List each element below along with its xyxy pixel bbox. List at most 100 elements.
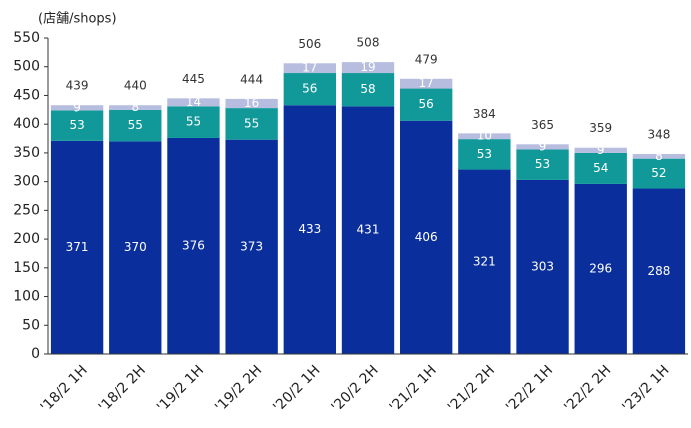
value-label: 406 — [415, 230, 438, 244]
value-label: 370 — [124, 240, 147, 254]
x-tick-label: '19/2 2H — [212, 362, 265, 415]
bar-segment — [109, 105, 162, 110]
x-tick-label: '22/2 2H — [561, 362, 614, 415]
x-tick-label: '22/2 1H — [503, 362, 556, 415]
x-tick-label: '19/2 1H — [154, 362, 207, 415]
total-label: 365 — [531, 118, 554, 132]
bar-segment — [458, 169, 511, 354]
value-label: 17 — [302, 61, 317, 75]
y-tick-label: 0 — [31, 346, 40, 362]
value-label: 16 — [244, 96, 259, 110]
value-label: 10 — [477, 129, 492, 143]
value-label: 53 — [477, 147, 492, 161]
y-tick-label: 250 — [13, 202, 40, 218]
value-label: 296 — [589, 261, 612, 275]
value-label: 9 — [597, 143, 605, 157]
value-label: 17 — [419, 76, 434, 90]
x-tick-label: '21/2 1H — [387, 362, 440, 415]
bar-segment — [632, 158, 686, 189]
bar-segment — [516, 144, 569, 150]
y-tick-label: 100 — [13, 289, 40, 305]
value-label: 14 — [186, 95, 201, 109]
bar-segment — [167, 106, 220, 138]
value-label: 55 — [244, 116, 259, 130]
y-tick-label: 500 — [13, 59, 40, 75]
value-label: 56 — [419, 97, 434, 111]
bar-segment — [574, 183, 627, 354]
bar-segment — [167, 98, 220, 107]
x-tick-label: '18/2 1H — [38, 362, 91, 415]
x-tick-label: '23/2 1H — [619, 362, 672, 415]
value-label: 376 — [182, 238, 205, 252]
total-label: 359 — [589, 121, 612, 135]
value-label: 53 — [535, 157, 550, 171]
total-label: 384 — [473, 107, 496, 121]
y-tick-label: 400 — [13, 116, 40, 132]
bar-segment — [632, 188, 686, 354]
x-tick-label: '21/2 2H — [445, 362, 498, 415]
bar-segment — [632, 154, 686, 159]
total-label: 508 — [357, 36, 380, 50]
total-label: 445 — [182, 72, 205, 86]
value-label: 288 — [647, 264, 670, 278]
bar-segment — [283, 63, 336, 74]
value-label: 55 — [128, 118, 143, 132]
y-tick-label: 200 — [13, 231, 40, 247]
x-tick-label: '18/2 2H — [96, 362, 149, 415]
value-label: 433 — [298, 222, 321, 236]
bar-segment — [516, 179, 569, 354]
bar-segment — [574, 152, 627, 184]
bar-segment — [400, 88, 453, 121]
total-label: 444 — [240, 72, 263, 86]
y-tick-label: 300 — [13, 174, 40, 190]
bar-segment — [225, 108, 278, 140]
y-tick-label: 150 — [13, 260, 40, 276]
bar-segment — [341, 62, 395, 74]
bar-segment — [516, 149, 569, 180]
bar-segment — [167, 137, 220, 354]
value-label: 9 — [73, 100, 81, 114]
bar-segment — [225, 98, 278, 109]
bar-segment — [109, 141, 162, 354]
x-tick-label: '20/2 1H — [270, 362, 323, 415]
bar-segment — [109, 109, 162, 142]
bar-segment — [341, 73, 395, 107]
bar-segment — [283, 105, 336, 354]
y-tick-label: 550 — [13, 30, 40, 46]
y-tick-label: 50 — [22, 317, 40, 333]
value-label: 373 — [240, 239, 263, 253]
value-label: 19 — [360, 60, 375, 74]
value-label: 431 — [357, 223, 380, 237]
value-label: 9 — [539, 139, 547, 153]
total-label: 348 — [647, 128, 670, 142]
x-tick-label: '20/2 2H — [329, 362, 382, 415]
bar-segment — [50, 140, 104, 354]
total-label: 440 — [124, 79, 147, 93]
value-label: 55 — [186, 115, 201, 129]
bar-segment — [50, 110, 104, 141]
value-label: 371 — [66, 240, 89, 254]
bar-segment — [283, 73, 336, 106]
y-tick-label: 350 — [13, 145, 40, 161]
value-label: 321 — [473, 254, 496, 268]
bar-segment — [225, 139, 278, 354]
value-label: 54 — [593, 161, 608, 175]
y-axis-label: (店舗/shops) — [38, 12, 117, 27]
value-label: 8 — [131, 100, 139, 114]
value-label: 52 — [651, 166, 666, 180]
total-label: 506 — [298, 37, 321, 51]
value-label: 53 — [69, 118, 84, 132]
total-label: 439 — [66, 79, 89, 93]
y-tick-label: 450 — [13, 87, 40, 103]
bar-segment — [574, 147, 627, 153]
bar-segment — [400, 120, 453, 354]
bar-segment — [458, 133, 511, 140]
value-label: 56 — [302, 82, 317, 96]
bar-segment — [341, 106, 395, 354]
value-label: 8 — [655, 149, 663, 163]
value-label: 303 — [531, 259, 554, 273]
bar-segment — [400, 78, 453, 89]
bar-segment — [50, 105, 104, 111]
total-label: 479 — [415, 52, 438, 66]
